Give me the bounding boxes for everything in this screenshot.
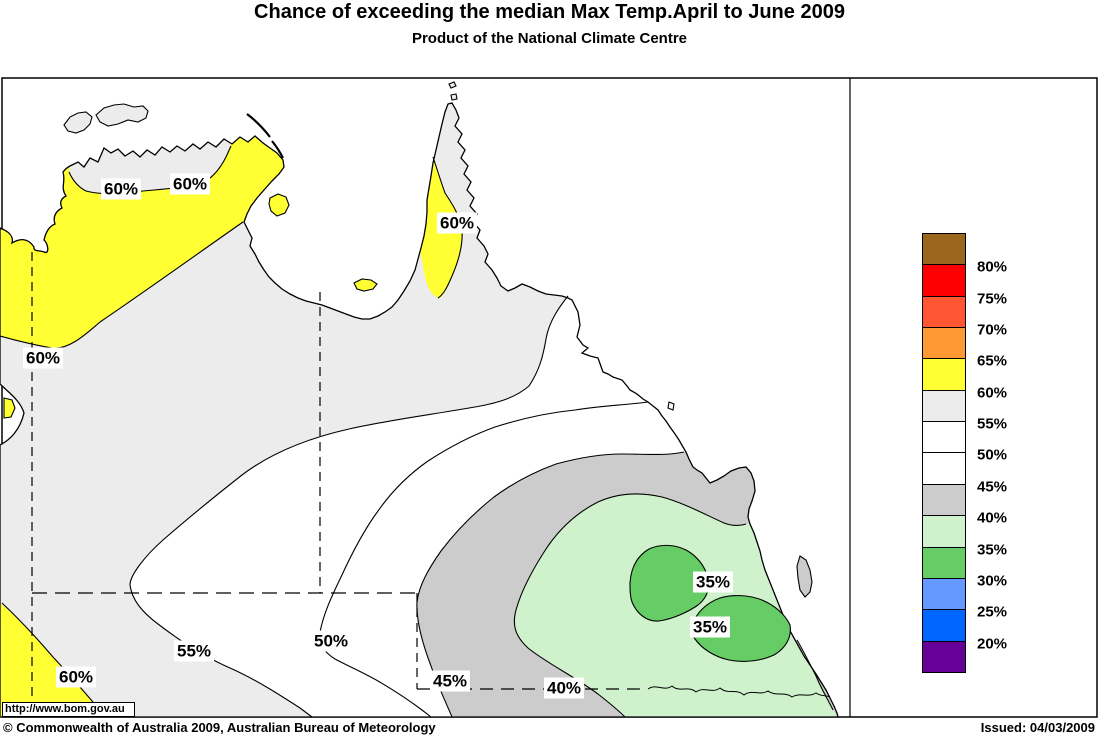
bom-url-box: http://www.bom.gov.au — [2, 702, 135, 717]
contour-45-se-strip — [796, 639, 834, 711]
legend-swatch-40 — [922, 515, 966, 548]
legend-swatch-55 — [922, 421, 966, 453]
legend-swatch-65 — [922, 358, 966, 391]
legend-swatch-50 — [922, 452, 966, 485]
legend-swatch-35 — [922, 547, 966, 579]
contour-label-50: 50% — [310, 630, 352, 652]
band-30-35-blob-north — [629, 544, 710, 622]
legend-label-65: 65% — [977, 352, 1008, 370]
contour-lines — [0, 145, 834, 718]
contour-60-sw — [1, 602, 107, 718]
legend-label-25: 25% — [977, 603, 1008, 621]
legend-label-55: 55% — [977, 415, 1008, 433]
contour-label-55: 55% — [173, 640, 215, 662]
page-subtitle: Product of the National Climate Centre — [411, 30, 688, 47]
island-melville — [95, 103, 149, 127]
contour-label-60-c: 60% — [436, 212, 478, 234]
legend-label-45: 45% — [977, 478, 1008, 496]
contour-label-60-e: 60% — [55, 666, 97, 688]
border-qld-nsw-river — [647, 685, 831, 698]
island-groote — [268, 193, 290, 217]
legend-swatch-25 — [922, 609, 966, 642]
legend-swatch-80 — [922, 264, 966, 297]
contour-50 — [319, 401, 649, 718]
legend-label-75: 75% — [977, 290, 1008, 308]
contour-label-60-b: 60% — [169, 173, 211, 195]
island-fraser — [796, 555, 813, 598]
legend-label-60: 60% — [977, 384, 1008, 402]
contour-45 — [416, 451, 685, 718]
issued-date: Issued: 04/03/2009 — [980, 720, 1095, 735]
contour-label-60-a: 60% — [100, 178, 142, 200]
contour-label-40: 40% — [543, 677, 585, 699]
page-title: Chance of exceeding the median Max Temp.… — [254, 1, 845, 23]
band-45-55-white — [130, 292, 720, 717]
legend-swatch-60 — [922, 390, 966, 422]
contour-label-35-b: 35% — [689, 616, 731, 638]
island-cape-tip-1 — [448, 81, 457, 89]
band-60-sw-wedge — [0, 603, 106, 717]
state-borders — [31, 252, 831, 717]
legend-swatch-75 — [922, 296, 966, 328]
contour-60-diagonal — [0, 221, 244, 349]
legend-label-30: 30% — [977, 572, 1008, 590]
contour-label-45: 45% — [429, 670, 471, 692]
legend-label-35: 35% — [977, 541, 1008, 559]
islands — [3, 81, 813, 598]
legend-label-80: 80% — [977, 258, 1008, 276]
island-bathurst — [63, 111, 93, 134]
island-wessel-chain — [246, 113, 284, 159]
legend-swatch-30 — [922, 578, 966, 610]
band-40-45-gray — [416, 452, 775, 717]
legend-swatch-85 — [922, 233, 966, 265]
contour-label-35-a: 35% — [692, 571, 734, 593]
island-hinchinbrook — [667, 401, 675, 411]
legend-label-40: 40% — [977, 509, 1008, 527]
contour-60-topend — [68, 145, 232, 195]
legend-label-20: 20% — [977, 635, 1008, 653]
band-30-35-blob-south — [691, 595, 791, 662]
island-nw-inlet — [3, 397, 16, 419]
legend-swatch-45 — [922, 484, 966, 516]
island-cape-tip-2 — [450, 93, 458, 101]
contour-label-60-d: 60% — [22, 347, 64, 369]
legend-swatch-20 — [922, 641, 966, 673]
legend-label-70: 70% — [977, 321, 1008, 339]
copyright-text: © Commonwealth of Australia 2009, Austra… — [3, 720, 436, 735]
legend-swatch-70 — [922, 327, 966, 359]
island-mornington — [353, 278, 378, 292]
legend-label-50: 50% — [977, 446, 1008, 464]
